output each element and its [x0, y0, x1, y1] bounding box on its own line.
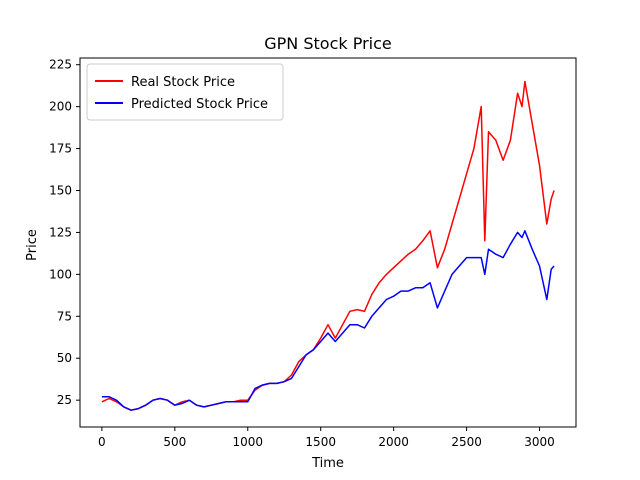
series-line-2	[101, 230, 555, 411]
chart-title: GPN Stock Price	[264, 34, 392, 53]
x-tick-label: 1500	[305, 435, 336, 449]
y-axis-label: Price	[25, 229, 40, 261]
axis-ticks: 0 500 1000 1500 2000 2500 3000 25 50 75 100 125 150 1…	[49, 58, 555, 449]
y-tick-label: 75	[57, 309, 72, 323]
y-tick-label: 200	[49, 100, 72, 114]
y-tick-label: 50	[57, 351, 72, 365]
plot-area	[101, 80, 555, 411]
plot-frame	[79, 57, 577, 428]
y-tick-label: 25	[57, 393, 72, 407]
legend: Real Stock Price Predicted Stock Price	[86, 63, 284, 121]
x-axis-label: Time	[311, 456, 344, 471]
y-tick-label: 175	[49, 142, 72, 156]
x-tick-label: 2000	[378, 435, 409, 449]
y-tick-label: 150	[49, 184, 72, 198]
series-line-1	[101, 80, 555, 411]
legend-entry-label: Predicted Stock Price	[131, 97, 268, 112]
legend-entry-label: Real Stock Price	[131, 75, 235, 90]
x-tick-label: 0	[98, 435, 106, 449]
x-tick-label: 2500	[451, 435, 482, 449]
x-tick-label: 3000	[524, 435, 555, 449]
x-tick-label: 1000	[232, 435, 263, 449]
y-tick-label: 100	[49, 267, 72, 281]
y-tick-label: 125	[49, 225, 72, 239]
x-tick-label: 500	[163, 435, 186, 449]
y-tick-label: 225	[49, 58, 72, 72]
legend-box	[86, 63, 284, 121]
